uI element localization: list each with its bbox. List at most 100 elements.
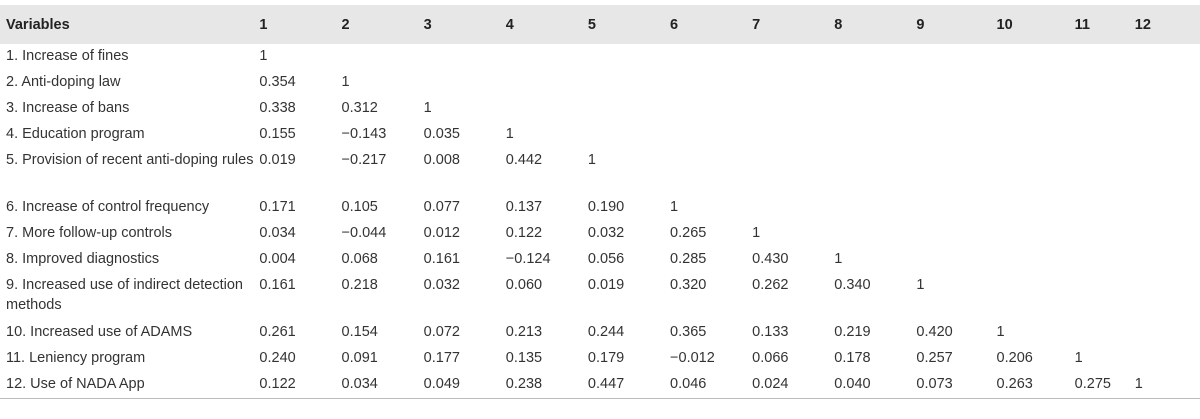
correlation-cell	[834, 148, 916, 195]
correlation-cell: 0.365	[670, 324, 707, 340]
correlation-cell: 0.004	[259, 251, 296, 267]
correlation-cell	[997, 195, 1075, 221]
variable-label: 2. Anti-doping law	[6, 74, 121, 90]
correlation-cell: 0.178	[834, 350, 871, 366]
correlation-cell	[670, 96, 752, 122]
correlation-cell: 0.218	[341, 277, 378, 293]
correlation-cell: 0.154	[341, 324, 378, 340]
correlation-cell	[1075, 273, 1135, 320]
correlation-cell	[1135, 70, 1200, 96]
correlation-cell	[997, 122, 1075, 148]
correlation-cell: 0.034	[341, 372, 424, 399]
correlation-cell: 0.190	[587, 199, 625, 215]
header-col-3: 3	[423, 16, 432, 33]
correlation-cell: 0.430	[752, 251, 789, 267]
correlation-cell: 1	[423, 100, 432, 116]
correlation-cell	[670, 148, 752, 195]
table-row: 11. Leniency program 0.240 0.091 0.177 0.135…	[0, 346, 1200, 372]
correlation-cell	[506, 70, 588, 96]
correlation-cell: −0.217	[341, 152, 387, 168]
correlation-cell: 0.155	[259, 126, 296, 142]
table-row: 5. Provision of recent anti-doping rules…	[0, 148, 1200, 195]
correlation-cell: −0.012	[670, 350, 715, 366]
correlation-cell	[1075, 70, 1135, 96]
table-row: 12. Use of NADA App 0.122 0.034 0.049 0.238 0…	[0, 372, 1200, 399]
correlation-cell	[1075, 320, 1135, 346]
correlation-cell: 0.265	[670, 225, 707, 241]
correlation-cell	[670, 44, 752, 70]
correlation-cell	[997, 221, 1075, 247]
correlation-cell: 0.338	[259, 100, 296, 116]
correlation-cell: 0.105	[341, 199, 378, 215]
correlation-cell: 1	[670, 199, 679, 215]
header-col-2: 2	[341, 16, 350, 33]
correlation-cell	[752, 70, 834, 96]
correlation-cell: 0.032	[587, 225, 625, 241]
table-row: 3. Increase of bans 0.338 0.312 1	[0, 96, 1200, 122]
correlation-cell: 0.447	[587, 372, 671, 399]
correlation-cell	[916, 221, 996, 247]
correlation-cell	[752, 122, 834, 148]
correlation-cell: 0.213	[505, 324, 543, 340]
correlation-cell	[506, 44, 588, 70]
correlation-cell	[670, 122, 752, 148]
table-row: 7. More follow-up controls 0.034 −0.044 0.0…	[0, 221, 1200, 247]
correlation-cell: 0.066	[752, 350, 789, 366]
correlation-cell: 0.034	[259, 225, 296, 241]
correlation-cell: 0.261	[259, 324, 296, 340]
header-col-8: 8	[834, 16, 843, 33]
correlation-cell: 0.171	[259, 199, 296, 215]
correlation-cell	[916, 122, 996, 148]
correlation-cell	[1075, 96, 1135, 122]
correlation-cell	[342, 44, 424, 70]
header-col-7: 7	[752, 16, 761, 33]
correlation-cell: 0.060	[505, 277, 543, 293]
header-col-1: 1	[259, 16, 268, 33]
header-col-9: 9	[916, 16, 925, 33]
correlation-cell: 0.240	[259, 350, 296, 366]
correlation-cell: 0.012	[423, 225, 460, 241]
correlation-cell: 0.320	[670, 277, 707, 293]
variable-label: 12. Use of NADA App	[0, 372, 260, 399]
header-col-4: 4	[505, 16, 514, 33]
correlation-cell: 0.161	[423, 251, 460, 267]
correlation-cell	[1135, 221, 1200, 247]
correlation-cell: 0.024	[752, 372, 835, 399]
correlation-cell: 1	[996, 324, 1005, 340]
correlation-cell: 1	[752, 225, 761, 241]
variable-label: 6. Increase of control frequency	[6, 199, 210, 215]
correlation-cell	[997, 247, 1075, 273]
table-row: 6. Increase of control frequency 0.171 0.1…	[0, 195, 1200, 221]
correlation-table: Variables 1 2 3 4 5 6 7 8 9 10 11 12 1. …	[0, 5, 1200, 399]
correlation-cell: 1	[916, 277, 925, 293]
correlation-cell	[752, 44, 834, 70]
correlation-cell	[997, 70, 1075, 96]
correlation-cell	[834, 122, 916, 148]
correlation-cell: 0.219	[834, 324, 871, 340]
correlation-cell: 0.161	[259, 277, 296, 293]
correlation-cell: 1	[505, 126, 514, 142]
table-row: 1. Increase of fines 1	[0, 44, 1200, 70]
correlation-cell	[834, 195, 916, 221]
correlation-cell: 0.049	[423, 372, 506, 399]
correlation-cell	[1075, 195, 1135, 221]
variable-label: 7. More follow-up controls	[6, 225, 173, 241]
correlation-cell	[916, 148, 996, 195]
correlation-cell: 0.035	[423, 126, 460, 142]
correlation-cell: 0.340	[834, 277, 871, 293]
table-row: 2. Anti-doping law 0.354 1	[0, 70, 1200, 96]
correlation-cell: 0.257	[916, 350, 953, 366]
table-row: 4. Education program 0.155 −0.143 0.035 1	[0, 122, 1200, 148]
correlation-cell	[1075, 148, 1135, 195]
correlation-cell: 1	[259, 48, 268, 64]
header-col-6: 6	[670, 16, 679, 33]
correlation-cell	[834, 70, 916, 96]
correlation-cell	[916, 195, 996, 221]
variable-label: 1. Increase of fines	[6, 48, 129, 64]
correlation-cell	[1135, 44, 1200, 70]
header-col-12: 12	[1134, 16, 1151, 33]
correlation-cell: 0.056	[587, 251, 625, 267]
correlation-cell	[834, 96, 916, 122]
variable-label: 10. Increased use of ADAMS	[6, 324, 193, 340]
correlation-cell	[916, 247, 996, 273]
